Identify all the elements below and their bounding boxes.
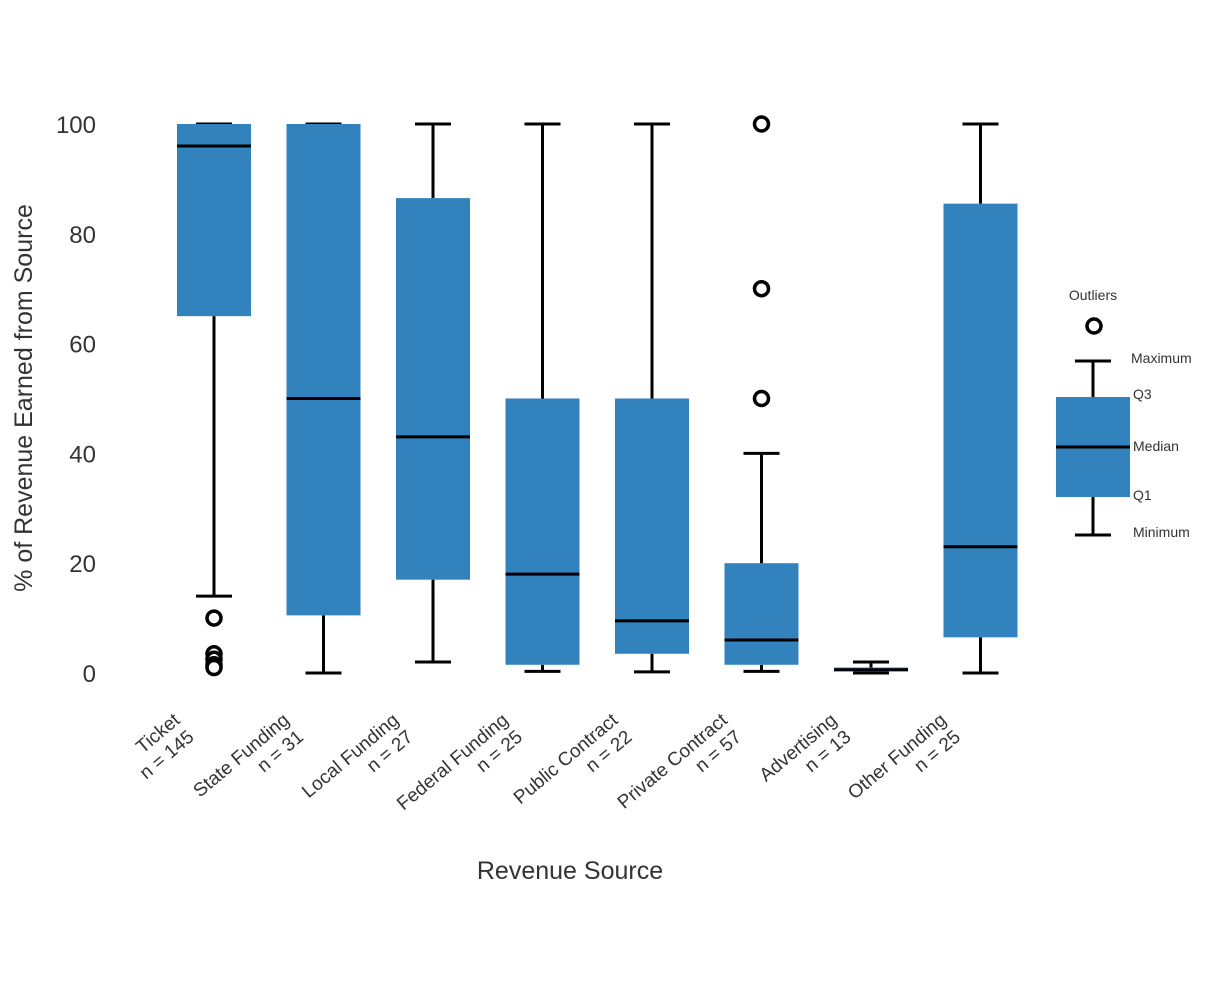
- legend-minimum-label: Minimum: [1133, 524, 1190, 540]
- category-label: Public Contractn = 22: [510, 709, 637, 825]
- legend: Outliers Maximum Q3 Median Q1 Minimum: [1056, 287, 1192, 540]
- box-group: [724, 115, 799, 673]
- category-label: Ticketn = 145: [122, 709, 199, 783]
- chart-marks: [177, 115, 1018, 677]
- category-label: Federal Fundingn = 25: [393, 710, 527, 832]
- box-group: [943, 122, 1018, 675]
- y-tick-label: 20: [69, 551, 96, 578]
- y-axis-label: % of Revenue Earned from Source: [10, 204, 38, 592]
- y-tick-label: 100: [56, 112, 96, 139]
- legend-outliers-label: Outliers: [1069, 287, 1117, 303]
- box: [505, 398, 580, 665]
- x-axis-label: Revenue Source: [477, 857, 663, 885]
- box-group: [396, 122, 470, 664]
- box-group: [505, 122, 580, 673]
- category-label: State Fundingn = 31: [190, 710, 308, 819]
- legend-q1-label: Q1: [1133, 487, 1152, 503]
- y-tick-label: 80: [69, 222, 96, 249]
- box: [615, 398, 689, 654]
- outlier-point: [752, 389, 771, 408]
- category-label: Advertisingn = 13: [756, 710, 856, 803]
- outlier-point: [752, 279, 771, 298]
- legend-maximum-label: Maximum: [1131, 350, 1192, 366]
- box: [286, 124, 361, 616]
- y-tick-label: 60: [69, 332, 96, 359]
- y-tick-label: 0: [83, 661, 96, 688]
- box-group: [286, 122, 361, 675]
- outlier-point: [205, 609, 223, 627]
- legend-median-label: Median: [1133, 438, 1179, 454]
- legend-q3-label: Q3: [1133, 386, 1152, 402]
- box-group: [615, 122, 689, 674]
- box: [177, 124, 251, 317]
- outlier-point: [752, 115, 771, 133]
- box-group: [177, 122, 251, 677]
- category-label: Other Fundingn = 25: [844, 710, 965, 821]
- box-group: [834, 660, 908, 675]
- box: [724, 563, 799, 665]
- y-axis-ticks: 0 20 40 60 80 100: [56, 112, 96, 688]
- legend-outlier-point: [1085, 317, 1103, 335]
- y-tick-label: 40: [69, 441, 96, 468]
- box: [396, 198, 470, 580]
- category-label: Private Contractn = 57: [614, 709, 747, 830]
- box: [943, 203, 1018, 638]
- outlier-point: [205, 658, 223, 677]
